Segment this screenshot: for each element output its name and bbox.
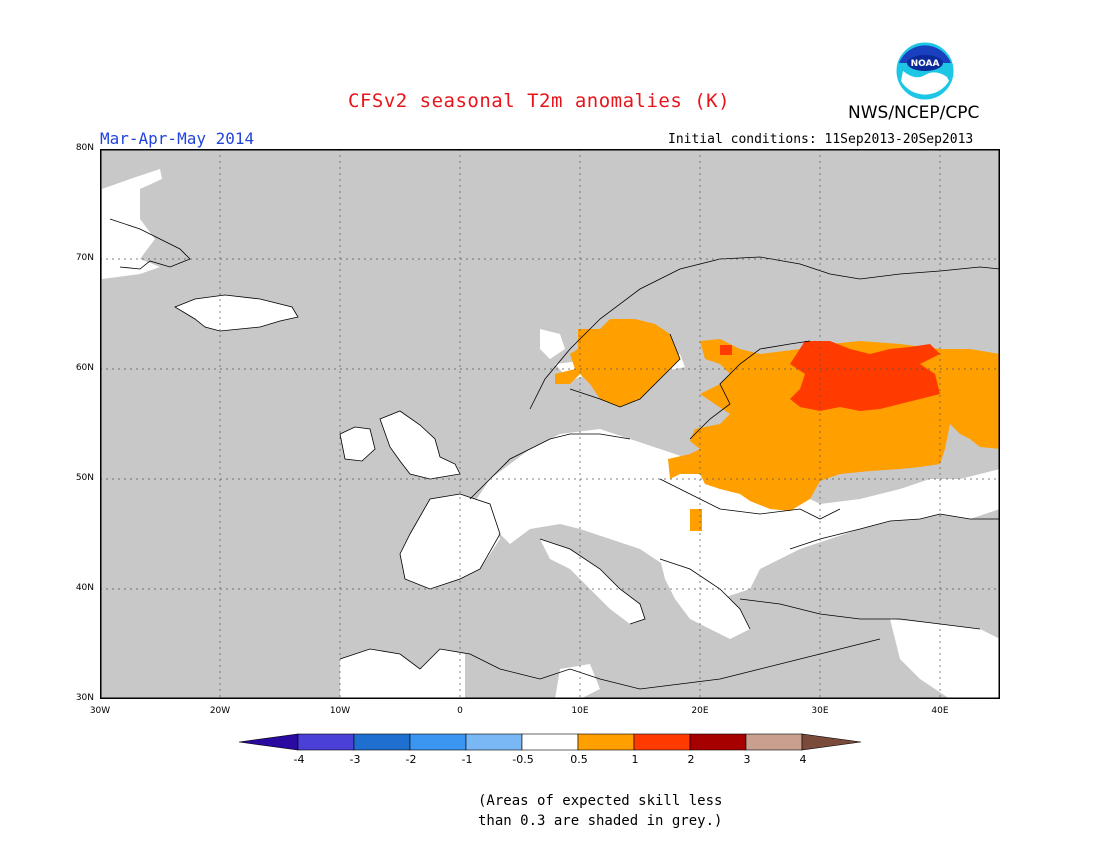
- initial-conditions-label: Initial conditions: 11Sep2013-20Sep2013: [668, 132, 974, 147]
- lat-label-60n: 60N: [75, 363, 94, 373]
- colorbar-tick-neg0-5: -0.5: [512, 753, 534, 766]
- lon-label-0: 0: [457, 706, 463, 716]
- map-frame: [100, 149, 1000, 699]
- colorbar-swatch: [409, 733, 467, 751]
- lon-label-20e: 20E: [691, 706, 709, 716]
- colorbar-swatch-above-max: [801, 733, 862, 751]
- lon-label-20w: 20W: [209, 706, 231, 716]
- graticule: [100, 149, 1000, 699]
- colorbar-tick-1: 1: [631, 753, 639, 766]
- colorbar-tick-0-5: 0.5: [570, 753, 588, 766]
- chart-title: CFSv2 seasonal T2m anomalies (K): [348, 90, 731, 112]
- lat-label-40n: 40N: [75, 583, 94, 593]
- colorbar-tick-3: 3: [743, 753, 751, 766]
- color-scale-bar: [238, 733, 862, 751]
- lat-label-80n: 80N: [75, 143, 94, 153]
- lon-label-30e: 30E: [811, 706, 829, 716]
- colorbar-swatch: [353, 733, 411, 751]
- footnote-line-2: than 0.3 are shaded in grey.): [478, 813, 723, 829]
- anomaly-map: [100, 149, 1000, 699]
- colorbar-tick-2: 2: [687, 753, 695, 766]
- colorbar-swatch: [633, 733, 691, 751]
- lon-label-40e: 40E: [931, 706, 949, 716]
- colorbar-swatch: [689, 733, 747, 751]
- lat-label-70n: 70N: [75, 253, 94, 263]
- colorbar-swatch: [577, 733, 635, 751]
- colorbar-tick-4: 4: [799, 753, 807, 766]
- colorbar-tick-neg4: -4: [293, 753, 305, 766]
- colorbar-swatch: [745, 733, 803, 751]
- lon-label-30w: 30W: [89, 706, 111, 716]
- logo-text: NOAA: [911, 59, 940, 69]
- agency-label: NWS/NCEP/CPC: [848, 103, 980, 123]
- noaa-logo: NOAA: [895, 41, 955, 101]
- colorbar-tick-neg2: -2: [405, 753, 417, 766]
- colorbar-swatch: [297, 733, 355, 751]
- colorbar-swatch: [465, 733, 523, 751]
- colorbar-tick-neg3: -3: [349, 753, 361, 766]
- skill-footnote: (Areas of expected skill less than 0.3 a…: [478, 791, 722, 831]
- colorbar-swatch: [521, 733, 579, 751]
- lon-label-10w: 10W: [329, 706, 351, 716]
- lon-label-10e: 10E: [571, 706, 589, 716]
- lat-label-30n: 30N: [75, 693, 94, 703]
- season-label: Mar-Apr-May 2014: [100, 129, 255, 148]
- colorbar-swatch-below-min: [238, 733, 299, 751]
- footnote-line-1: (Areas of expected skill less: [478, 793, 723, 809]
- strong-warm-anomaly-areas: [720, 341, 940, 411]
- lat-label-50n: 50N: [75, 473, 94, 483]
- colorbar-tick-neg1: -1: [461, 753, 473, 766]
- neutral-areas: [102, 169, 1000, 699]
